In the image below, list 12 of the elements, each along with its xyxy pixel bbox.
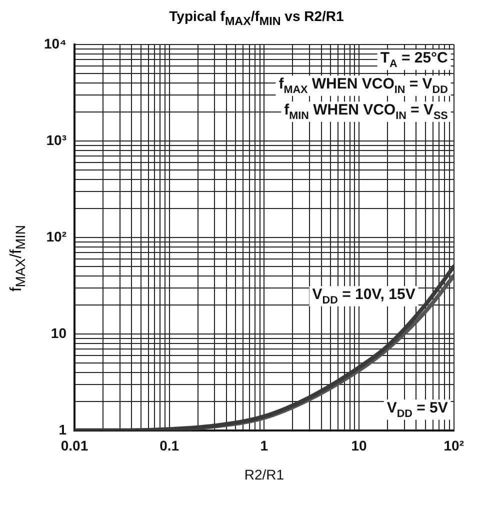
x-tick-label: 10² <box>444 438 464 454</box>
x-tick-label: 1 <box>260 438 268 454</box>
x-tick-label: 0.1 <box>160 438 180 454</box>
x-tick-label: 10 <box>351 438 368 454</box>
y-tick-label: 10² <box>46 228 67 244</box>
y-tick-label: 1 <box>58 421 67 438</box>
x-axis-title: R2/R1 <box>244 466 284 482</box>
y-tick-label: 10³ <box>46 132 67 148</box>
chart-title: Typical f$_{MAX}$/f$_{MIN}$ vs R2/R1 <box>168 8 345 28</box>
y-tick-label: 10⁴ <box>44 35 67 52</box>
y-tick-label: 10 <box>50 324 67 341</box>
text: 0.01 <box>60 438 88 454</box>
